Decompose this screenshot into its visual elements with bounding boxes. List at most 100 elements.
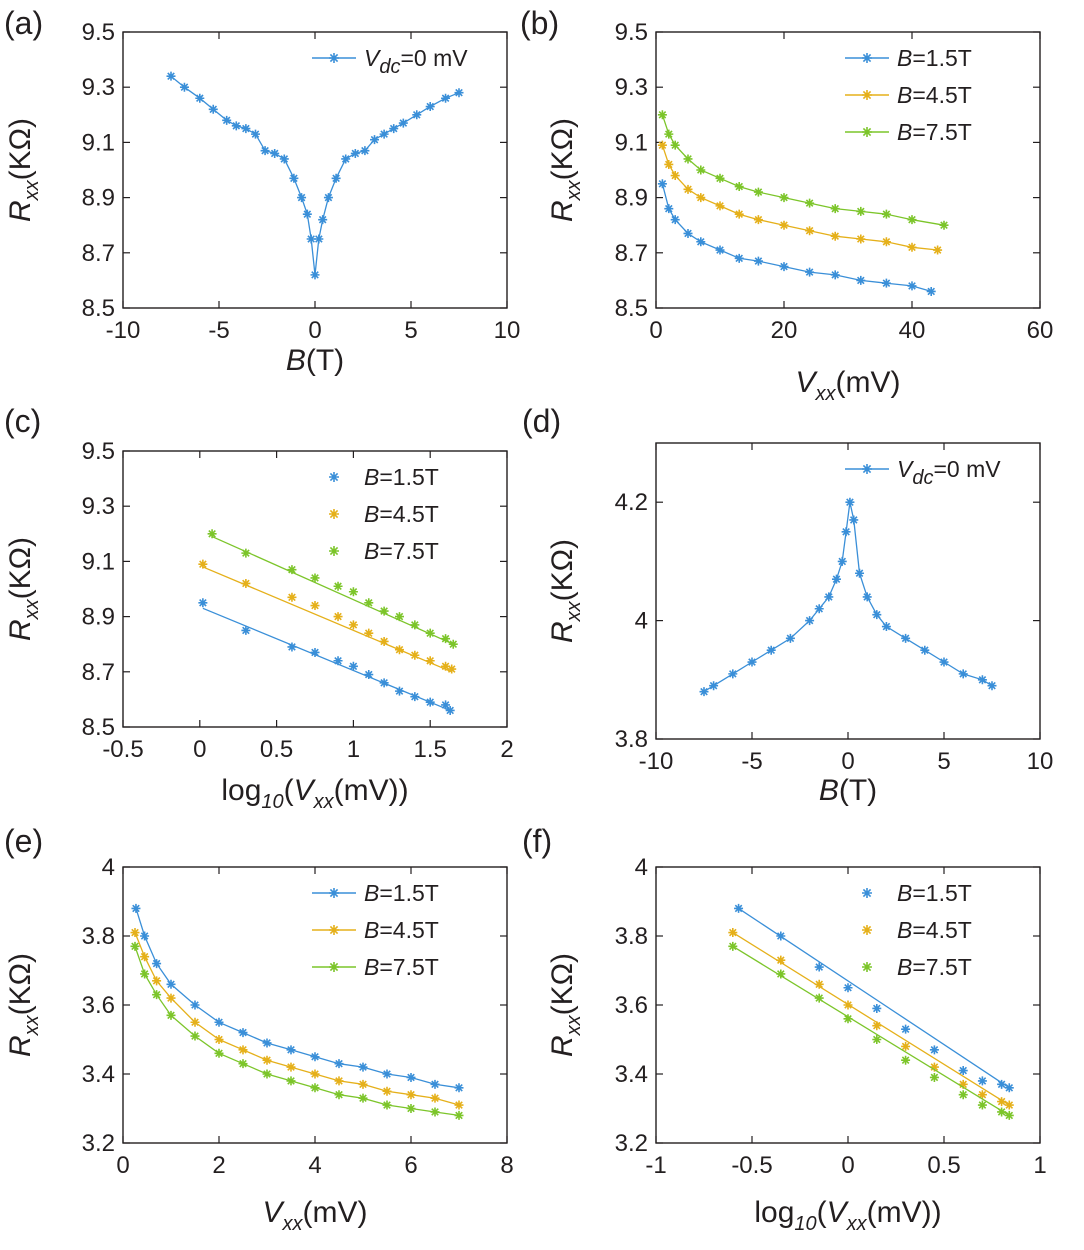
data-point (977, 1090, 987, 1100)
data-point (286, 1045, 296, 1055)
data-point (939, 657, 949, 667)
data-point (901, 633, 911, 643)
x-tick-label: 1 (1033, 1152, 1046, 1179)
legend-value: =4.5T (912, 917, 971, 943)
data-point (341, 154, 351, 164)
data-point (166, 979, 176, 989)
y-tick-label: 3.6 (82, 992, 115, 1019)
x-axis-title: B(T) (819, 774, 877, 807)
data-point (830, 204, 840, 214)
data-point (241, 578, 251, 588)
x-title-unit: (mV) (303, 1196, 368, 1229)
data-point (140, 952, 150, 962)
legend-marker (329, 546, 339, 556)
series-blue: B=1.5T (131, 880, 464, 1093)
data-point (389, 124, 399, 134)
data-point (814, 993, 824, 1003)
data-point (779, 262, 789, 272)
data-point (152, 959, 162, 969)
legend-symbol: B (897, 880, 912, 906)
y-tick-label: 9.5 (82, 438, 115, 465)
data-point (958, 669, 968, 679)
legend-marker (862, 53, 872, 63)
legend-label: B=7.5T (364, 538, 439, 564)
legend-value: =0 mV (400, 45, 468, 71)
data-point (445, 705, 455, 715)
data-point (929, 1045, 939, 1055)
data-point (331, 173, 341, 183)
data-point (766, 645, 776, 655)
data-point (881, 622, 891, 632)
data-point (448, 639, 458, 649)
x-title-log: log (754, 1196, 794, 1229)
legend-marker (862, 962, 872, 972)
data-point (785, 633, 795, 643)
series-line (703, 502, 993, 693)
legend-value: =1.5T (912, 880, 971, 906)
data-point (657, 110, 667, 120)
series-line (134, 932, 460, 1106)
y-tick-label: 9.3 (82, 74, 115, 101)
data-point (334, 1090, 344, 1100)
legend-label: Vdc=0 mV (364, 45, 468, 78)
data-point (302, 209, 312, 219)
x-title-symbol: B (819, 774, 839, 807)
data-point (289, 173, 299, 183)
x-axis-title: Vxx(mV) (263, 1196, 368, 1235)
legend-marker (862, 925, 872, 935)
legend-label: B=4.5T (897, 82, 972, 108)
data-point (425, 102, 435, 112)
data-point (238, 1028, 248, 1038)
data-point (425, 656, 435, 666)
data-point (279, 154, 289, 164)
data-point (929, 1062, 939, 1072)
data-point (379, 678, 389, 688)
data-point (843, 1000, 853, 1010)
x-title-unit: (mV)) (867, 1196, 942, 1229)
data-point (856, 275, 866, 285)
legend-value: =4.5T (379, 501, 438, 527)
data-point (348, 661, 358, 671)
x-tick-label: -10 (639, 748, 674, 775)
data-point (358, 1079, 368, 1089)
y-tick-label: 3.2 (82, 1130, 115, 1157)
x-title-subscript: xx (313, 791, 335, 813)
data-point (314, 234, 324, 244)
data-point (262, 1038, 272, 1048)
legend-symbol: B (897, 45, 912, 71)
legend-symbol: B (364, 880, 379, 906)
data-point (140, 931, 150, 941)
x-title-unit: (T) (839, 774, 877, 807)
data-point (997, 1107, 1007, 1117)
data-point (881, 278, 891, 288)
data-point (406, 1072, 416, 1082)
data-point (379, 129, 389, 139)
x-axis-title: log10(Vxx(mV)) (221, 774, 408, 813)
x-title-unit: (mV)) (334, 774, 409, 807)
data-point (977, 1100, 987, 1110)
legend-marker (329, 925, 339, 935)
data-point (734, 209, 744, 219)
x-tick-label: -5 (741, 748, 762, 775)
x-tick-label: 2 (212, 1152, 225, 1179)
y-axis-title: Rxx(KΩ) (546, 539, 585, 643)
legend-symbol: B (897, 82, 912, 108)
y-tick-label: 3.8 (615, 726, 648, 753)
legend-subscript: dc (912, 467, 933, 489)
legend-label: B=7.5T (897, 119, 972, 145)
panel-label: (c) (4, 403, 41, 439)
legend-symbol: V (897, 456, 915, 482)
data-point (779, 193, 789, 203)
data-point (728, 928, 738, 938)
x-tick-label: 8 (500, 1152, 513, 1179)
y-tick-label: 3.8 (615, 923, 648, 950)
data-point (379, 636, 389, 646)
data-point (696, 193, 706, 203)
y-tick-label: 3.2 (615, 1130, 648, 1157)
data-point (901, 1055, 911, 1065)
data-point (849, 515, 859, 525)
data-point (441, 661, 451, 671)
data-point (394, 612, 404, 622)
y-tick-label: 8.9 (82, 604, 115, 631)
series-yellow: B=4.5T (130, 917, 464, 1110)
